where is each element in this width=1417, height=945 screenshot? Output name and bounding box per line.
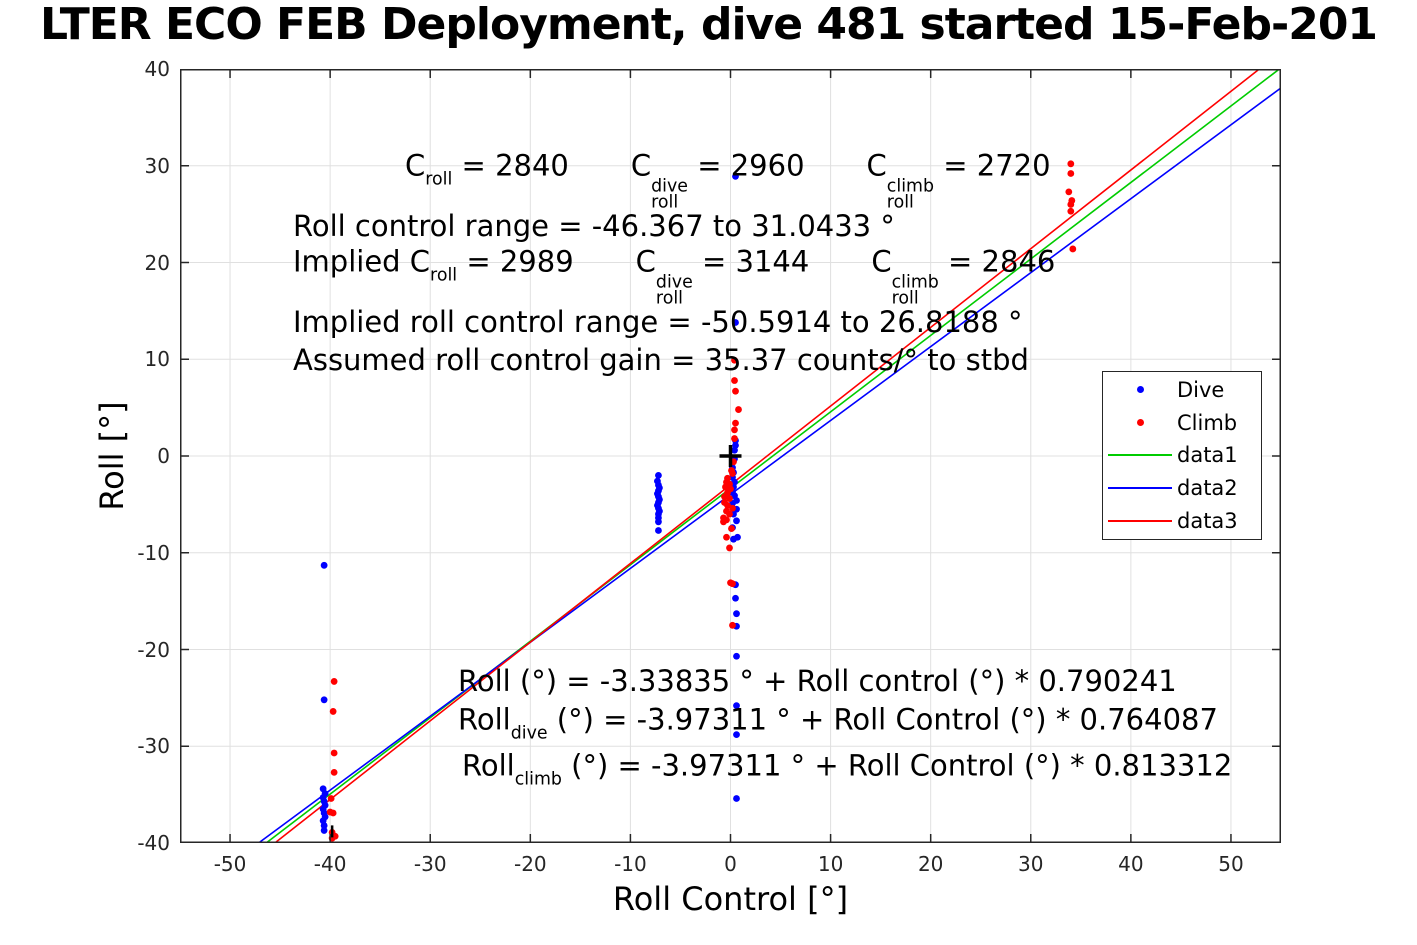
annotation-segment: roll [430,265,458,286]
x-tick-label: -50 [213,852,247,876]
plot-frame [180,69,1281,843]
y-tick-label: 0 [157,444,170,468]
annotation-segment: Implied C [293,244,431,279]
y-tick-label: 30 [144,153,170,178]
plot-area [180,69,1281,843]
annotation-segment: = 2960 [688,148,805,183]
annotation-segment: = 2720 [934,148,1051,183]
data1-line-marker-icon [1103,454,1177,457]
scatter-climb [326,160,1077,842]
annotation-segment: C [405,148,426,183]
annotation-segment: climb roll [886,176,935,213]
y-tick-label: -40 [137,831,170,855]
annotation-segment: = 3144 [692,244,810,279]
annotation-segment: Roll [462,748,515,783]
x-tick-label: 40 [1118,852,1144,876]
annotation-text: Roll (°) = -3.33835 ° + Roll control (°)… [458,664,1177,699]
legend: Dive Climb data1 data2 data3 [1102,371,1262,540]
y-tick-label: 20 [144,250,170,275]
annotation-segment: C [630,148,652,183]
x-tick-label: 20 [917,852,944,876]
annotation-segment: Roll control range = -46.367 to 31.0433 … [293,209,895,244]
legend-label: Climb [1177,410,1238,435]
annotation-segment: climb [514,769,562,790]
legend-item-data2: data2 [1103,473,1261,503]
x-tick-label: -30 [413,852,447,876]
annotation-segment: C [871,244,892,279]
legend-item-climb: Climb [1103,408,1261,438]
legend-label: data3 [1177,509,1238,534]
annotation-segment: = 2846 [938,244,1056,279]
annotation-segment: dive [510,723,548,744]
annotation-text: Rollclimb (°) = -3.97311 ° + Roll Contro… [462,748,1233,790]
y-tick-label: -20 [137,637,170,662]
x-tick-label: 10 [817,852,844,876]
x-tick-label: -10 [614,852,647,876]
annotation-segment: = 2840 [452,148,569,183]
legend-label: Dive [1177,377,1225,402]
annotation-segment: Assumed roll control gain = 35.37 counts… [293,343,1029,378]
x-tick-label: 50 [1218,852,1244,876]
annotation-segment: dive roll [655,272,693,309]
annotation-segment: (°) = -3.97311 ° + Roll Control (°) * 0.… [547,702,1218,737]
annotation-text: Rolldive (°) = -3.97311 ° + Roll Control… [458,702,1218,744]
y-tick-label: -30 [137,734,170,759]
legend-label: data2 [1177,476,1238,501]
x-tick-label: -40 [313,852,347,876]
x-tick-label: -20 [513,852,547,876]
annotation-segment: = 2989 [457,244,574,279]
data2-line-marker-icon [1103,487,1177,490]
annotation-segment: climb roll [891,272,939,309]
x-axis-label: Roll Control [°] [612,880,849,918]
annotation-segment: Roll [458,702,511,737]
annotation-segment: (°) = -3.97311 ° + Roll Control (°) * 0.… [561,748,1233,783]
annotation-text: Assumed roll control gain = 35.37 counts… [293,343,1029,378]
legend-item-data1: data1 [1103,440,1261,470]
data3-line-marker-icon [1103,520,1177,523]
origin-plus-marker [719,445,742,467]
x-tick-label: 30 [1018,852,1044,876]
y-tick-label: -10 [137,540,170,565]
annotation-segment: dive roll [651,176,688,213]
annotation-segment: roll [425,169,453,190]
x-tick-label: 0 [724,852,737,876]
legend-item-dive: Dive [1103,375,1261,405]
y-tick-label: 10 [144,347,170,372]
dive-dot-marker-icon [1103,386,1177,394]
legend-label: data1 [1177,443,1238,468]
annotation-text: Implied roll control range = -50.5914 to… [293,305,1023,340]
annotation-segment: Roll (°) = -3.33835 ° + Roll control (°)… [458,664,1177,699]
annotation-segment: C [635,244,656,279]
y-tick-label: 40 [144,57,170,81]
figure-title: LTER ECO FEB Deployment, dive 481 starte… [39,2,1378,50]
annotation-text: Roll control range = -46.367 to 31.0433 … [293,209,895,244]
annotation-segment: Implied roll control range = -50.5914 to… [293,305,1023,340]
gridlines [180,69,1281,843]
climb-dot-marker-icon [1103,419,1177,427]
legend-item-data3: data3 [1103,506,1261,536]
annotation-segment: C [866,148,887,183]
